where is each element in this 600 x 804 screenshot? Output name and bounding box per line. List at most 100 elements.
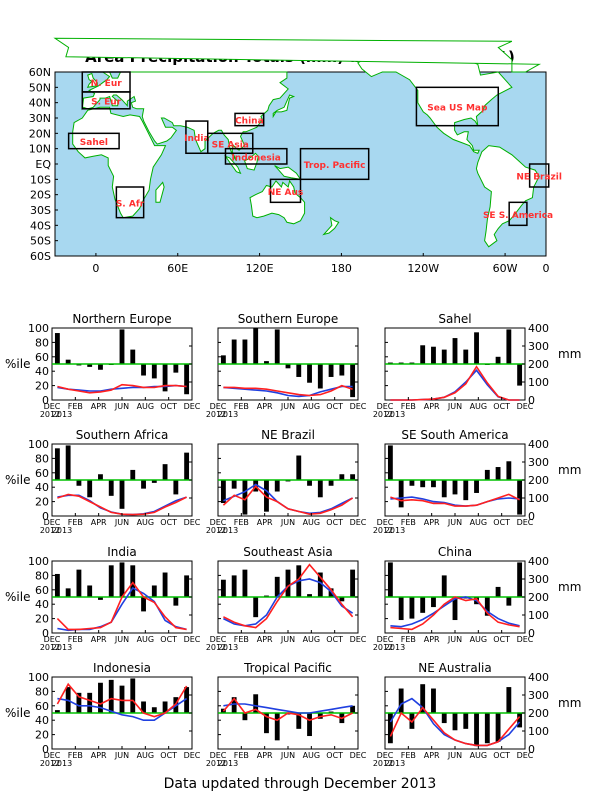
left-tick-label: 40 — [35, 598, 49, 611]
panel-title: NE Brazil — [261, 428, 315, 442]
x-tick-label: DEC — [44, 751, 61, 760]
right-tick-label: 300 — [528, 456, 549, 469]
map-region-label-s-eur: S. Eur — [91, 97, 122, 107]
x-tick-label: APR — [257, 518, 273, 527]
observed-line — [223, 384, 353, 397]
percentile-bar — [253, 597, 259, 618]
x-tick-label: DEC — [210, 635, 227, 644]
percentile-bar — [484, 469, 490, 480]
right-tick-label: 400 — [528, 555, 549, 568]
x-tick-label: DEC — [350, 751, 367, 760]
percentile-bar — [317, 480, 323, 498]
percentile-bar — [65, 588, 71, 597]
x-tick-label: APR — [424, 635, 440, 644]
map-region-label-china: China — [235, 117, 264, 127]
x-tick-label: OCT — [160, 751, 177, 760]
observed-line — [222, 485, 354, 516]
x-tick-label: OCT — [160, 635, 177, 644]
percentile-bar — [474, 332, 479, 364]
map-region-label-n-eur: N. Eur — [91, 79, 123, 89]
observed-line — [390, 365, 520, 401]
x-tick-label: AUG — [137, 751, 155, 760]
percentile-bar — [162, 464, 168, 480]
percentile-bar — [54, 573, 60, 597]
left-tick-label: 40 — [35, 481, 49, 494]
x-tick-label: OCT — [326, 751, 343, 760]
left-tick-label: 60 — [35, 351, 49, 364]
percentile-bar — [98, 474, 103, 480]
x-tick-label: JUN — [114, 518, 129, 527]
footer-note: Data updated through December 2013 — [164, 776, 437, 792]
right-tick-label: 100 — [528, 492, 549, 505]
left-axis-unit: %ile — [5, 590, 30, 604]
percentile-bar — [441, 575, 447, 597]
x-tick-label: DEC — [210, 751, 227, 760]
x-tick-label: DEC — [44, 402, 61, 411]
percentile-bar — [130, 678, 136, 713]
right-tick-label: 200 — [528, 707, 549, 720]
x-tick-label: JUN — [280, 635, 295, 644]
percentile-bar — [398, 597, 404, 621]
percentile-bar — [431, 688, 436, 713]
percentile-bar — [184, 364, 190, 395]
map-region-box-se-s-america — [508, 201, 528, 227]
map-lat-label: 10N — [29, 143, 51, 156]
percentile-bar — [452, 713, 458, 731]
percentile-bar — [517, 562, 523, 597]
x-tick-label: JUN — [114, 402, 129, 411]
x-year-label: 2012 — [40, 643, 60, 652]
x-tick-label: FEB — [401, 518, 416, 527]
x-tick-label: OCT — [160, 518, 177, 527]
x-year-label: 2012 — [206, 410, 226, 419]
left-tick-label: 80 — [35, 336, 49, 349]
x-tick-label: OCT — [493, 751, 510, 760]
x-tick-label: FEB — [401, 402, 416, 411]
percentile-bar — [452, 480, 458, 495]
x-tick-label: DEC — [350, 635, 367, 644]
x-tick-label: APR — [91, 402, 107, 411]
x-tick-label: OCT — [326, 635, 343, 644]
percentile-bar — [130, 349, 136, 364]
percentile-bar — [242, 480, 248, 515]
percentile-bar — [339, 474, 345, 480]
percentile-bar — [420, 480, 426, 488]
map-lat-label: 30S — [30, 204, 51, 217]
percentile-bar — [339, 364, 345, 376]
map-lon-label: 120E — [246, 262, 274, 275]
x-tick-label: DEC — [517, 751, 534, 760]
left-tick-label: 20 — [35, 496, 49, 509]
map-lon-label: 180 — [331, 262, 352, 275]
map-lon-label: 120W — [407, 262, 439, 275]
x-tick-label: FEB — [68, 518, 83, 527]
percentile-bar — [431, 346, 436, 364]
percentile-bar — [162, 701, 168, 713]
right-tick-label: 200 — [528, 358, 549, 371]
panel-sahel: Sahel 0 100 200 300 400 mm DEC FEB APR JUN AUG OCT DE… — [373, 312, 582, 419]
landmass-japan — [272, 94, 296, 119]
x-tick-label: OCT — [326, 518, 343, 527]
percentile-bar — [441, 349, 447, 364]
right-tick-label: 400 — [528, 322, 549, 335]
percentile-bar — [431, 480, 436, 488]
percentile-bar — [387, 713, 393, 744]
climatology-line — [390, 596, 520, 628]
percentile-bar — [387, 562, 393, 597]
percentile-bar — [141, 364, 146, 376]
percentile-bar — [296, 713, 302, 729]
observed-line — [390, 596, 520, 631]
map-region-box-se-asia — [207, 132, 254, 155]
map-region-box-china — [234, 112, 265, 127]
x-year-label: 2012 — [40, 759, 60, 768]
x-tick-label: DEC — [350, 402, 367, 411]
percentile-bar — [242, 713, 248, 721]
map-region-label-ne-brazil: NE Brazil — [516, 173, 562, 183]
percentile-bar — [87, 585, 93, 597]
left-tick-label: 40 — [35, 365, 49, 378]
x-tick-label: FEB — [234, 518, 249, 527]
x-tick-label: DEC — [210, 402, 227, 411]
percentile-bar — [184, 452, 190, 480]
